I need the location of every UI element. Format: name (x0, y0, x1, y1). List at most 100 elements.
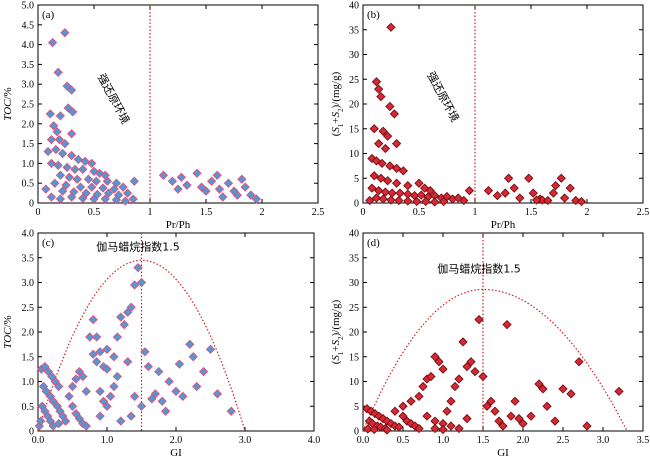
y-tick-label: 2.5 (22, 303, 35, 314)
data-point (369, 424, 379, 435)
data-point (514, 413, 524, 424)
data-point (212, 389, 223, 399)
data-point (212, 170, 222, 180)
data-point (510, 396, 520, 406)
data-point (51, 144, 61, 155)
data-point (503, 173, 514, 183)
data-point (430, 423, 440, 434)
data-point (154, 366, 164, 377)
data-point (398, 166, 408, 176)
data-point (378, 126, 388, 136)
data-point (80, 156, 90, 167)
data-point (454, 374, 464, 384)
data-point (490, 406, 500, 416)
y-tick-label: 5.0 (22, 1, 35, 12)
data-point (528, 188, 538, 198)
data-point (185, 339, 195, 350)
y-tick-label: 2.5 (22, 100, 35, 111)
data-point (374, 185, 384, 196)
data-point (60, 138, 70, 149)
data-point (192, 168, 202, 178)
data-point (119, 319, 129, 330)
data-point (454, 423, 464, 434)
data-point (369, 124, 379, 134)
data-point (526, 411, 536, 421)
x-tick-label: 3.5 (637, 435, 650, 446)
data-point (66, 129, 77, 139)
y-tick-label: 40 (349, 1, 359, 12)
data-point (438, 364, 448, 374)
panel-label: (c) (42, 237, 55, 249)
data-point (41, 386, 51, 397)
data-point (385, 101, 395, 112)
data-point (174, 359, 185, 369)
data-point (109, 352, 119, 362)
panel-label: (b) (367, 9, 380, 21)
y-tick-label: 10 (349, 149, 359, 160)
data-point (412, 196, 422, 207)
data-point (538, 384, 548, 394)
data-point (492, 190, 503, 201)
data-point (389, 109, 399, 119)
data-point (369, 171, 379, 181)
data-point (54, 135, 64, 145)
data-point (363, 424, 373, 434)
data-point (223, 178, 234, 188)
x-tick-label: 1.5 (477, 435, 490, 446)
data-point (55, 194, 66, 204)
data-point (494, 416, 504, 426)
data-point (246, 190, 256, 200)
data-point (391, 138, 402, 149)
y-axis-label: TOC/% (2, 315, 14, 348)
y-tick-label: 5 (354, 174, 359, 185)
plot-frame (37, 232, 315, 432)
panel-a: 0 0.5 1 1.5 2 2.5 0 0.5 1.0 1.5 2.0 2.5 3.0 3.5 4.0 4.5… (2, 1, 324, 232)
data-point (143, 362, 154, 372)
panel-label: (d) (367, 237, 380, 249)
data-point (371, 193, 382, 203)
data-point (75, 182, 86, 192)
data-point (509, 183, 519, 193)
data-point (446, 421, 456, 431)
data-point (126, 411, 136, 421)
y-tick-label: 3.0 (22, 278, 35, 289)
data-point (398, 411, 408, 421)
data-point (438, 424, 448, 435)
data-point (482, 401, 492, 411)
data-point (58, 148, 68, 159)
x-axis-label: GI (170, 447, 182, 459)
x-axis-label: GI (497, 447, 509, 459)
data-point (66, 192, 77, 202)
data-point (92, 357, 102, 367)
x-tick-label: 1.0 (101, 435, 114, 446)
data-point (198, 366, 209, 377)
y-tick-label: 35 (349, 25, 359, 36)
data-point (462, 362, 472, 372)
data-point (47, 37, 58, 48)
data-point (548, 188, 559, 198)
data-point (136, 401, 147, 411)
data-point (102, 364, 112, 374)
data-point (102, 344, 112, 354)
data-point (123, 357, 133, 367)
y-tick-label: 4.5 (22, 20, 35, 31)
data-point (403, 181, 413, 191)
data-point (41, 184, 51, 194)
data-point (386, 195, 396, 205)
y-tick-label: 15 (349, 124, 359, 135)
data-point (54, 381, 64, 392)
data-point (434, 357, 444, 367)
data-point (52, 127, 62, 137)
data-point (129, 280, 140, 290)
data-point (565, 183, 575, 193)
x-tick-label: 2.0 (517, 435, 530, 446)
data-point (129, 391, 140, 401)
annotation-label: 强还原环境 (424, 69, 462, 124)
x-tick-label: 1.5 (200, 207, 213, 218)
data-point (380, 143, 391, 154)
data-point (54, 418, 64, 429)
data-point (46, 192, 57, 202)
data-point (53, 67, 63, 77)
data-point (182, 180, 192, 190)
